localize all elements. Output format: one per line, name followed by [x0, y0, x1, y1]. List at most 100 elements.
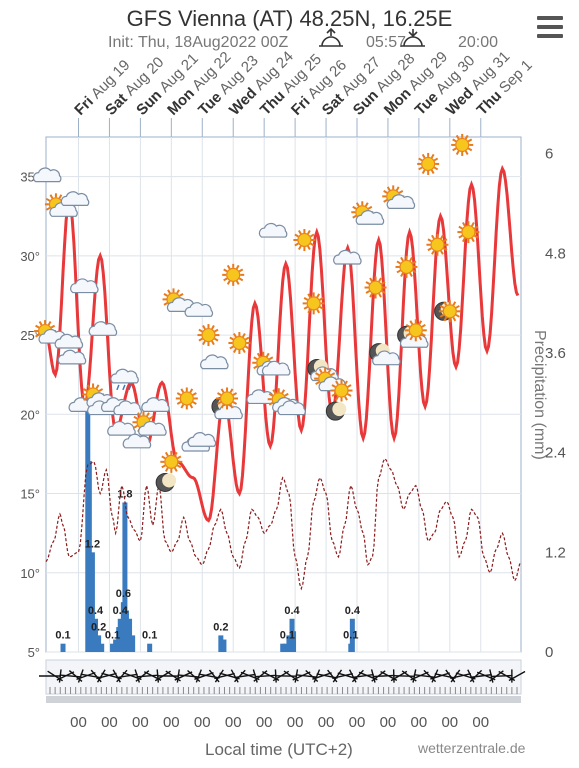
x-tick-label: 00: [132, 714, 149, 731]
wind-arrow: [112, 669, 121, 683]
wind-arrow: [351, 669, 364, 683]
x-tick-label: 00: [349, 714, 366, 731]
precip-label: 0.4: [284, 605, 300, 617]
y-tick-temp: 20°: [20, 407, 40, 422]
y-tick-temp: 10°: [20, 566, 40, 581]
x-axis-label: Local time (UTC+2): [205, 740, 353, 759]
precip-label: 0.1: [105, 630, 120, 642]
sun-icon: [293, 229, 316, 251]
precip-label: 1.2: [85, 538, 100, 550]
wind-arrow: [372, 674, 395, 678]
x-tick-label: 00: [441, 714, 458, 731]
wind-arrow: [508, 670, 526, 682]
precip-label: 0.1: [142, 630, 157, 642]
wind-arrow: [470, 673, 492, 679]
precip-label: 0.1: [343, 630, 358, 642]
sun-cloud-icon: [351, 201, 385, 225]
precip-bar: [291, 631, 297, 652]
wind-arrow: [58, 669, 62, 683]
wind-arrow: [332, 669, 343, 683]
cloud-rain-icon: [110, 368, 139, 391]
credit-link[interactable]: wetterzentrale.de: [418, 740, 526, 756]
precip-label: 0.2: [91, 621, 106, 633]
wind-arrow: [116, 673, 138, 679]
init-time: Init: Thu, 18Aug2022 00Z: [108, 34, 289, 51]
sun-cloud-icon: [382, 185, 416, 209]
precip-label: 1.8: [117, 488, 132, 500]
wind-arrow: [332, 672, 353, 680]
precip-bar: [218, 635, 224, 652]
sunrise-icon: [319, 28, 343, 47]
y-tick-precip: 3.6: [545, 345, 566, 362]
cloud-icon: [141, 397, 170, 412]
precip-bar: [110, 643, 116, 652]
wind-arrow: [413, 674, 436, 678]
moon-icon: [155, 472, 177, 492]
wind-arrow: [254, 674, 277, 678]
wind-arrow: [412, 669, 417, 683]
wind-arrow: [450, 669, 461, 683]
cloud-icon: [187, 432, 217, 447]
menu-icon[interactable]: [537, 16, 563, 38]
precip-bar: [93, 618, 99, 652]
sun-icon: [228, 332, 251, 354]
x-tick-label: 00: [101, 714, 118, 731]
precip-bar: [147, 643, 153, 652]
sun-icon: [364, 276, 387, 299]
wind-arrow: [96, 669, 106, 683]
sun-icon: [417, 152, 440, 175]
wind-arrow: [136, 674, 159, 678]
cloud-icon: [54, 333, 84, 349]
wind-arrow: [234, 669, 246, 683]
cloud-icon: [246, 389, 275, 405]
wind-arrow: [177, 674, 200, 678]
wind-arrow: [467, 669, 475, 683]
wind-arrow: [214, 672, 235, 680]
cloud-icon: [113, 400, 142, 416]
y-tick-precip: 6: [545, 146, 553, 163]
sun-icon: [451, 133, 474, 156]
chart-title: GFS Vienna (AT) 48.25N, 16.25E: [126, 6, 453, 31]
cloud-icon: [122, 433, 152, 449]
moon-icon: [325, 401, 347, 421]
wind-arrow: [450, 673, 472, 679]
wind-arrow: [431, 669, 439, 683]
x-tick-label: 00: [287, 714, 304, 731]
sun-icon: [222, 263, 245, 286]
wind-arrow: [490, 674, 513, 678]
precip-bar: [117, 618, 123, 652]
wind-arrow: [430, 672, 450, 680]
wind-arrow: [195, 669, 202, 683]
precip-bar: [127, 618, 133, 652]
precip-bar: [123, 610, 129, 652]
x-tick-label: 00: [380, 714, 397, 731]
temperature-line: [44, 164, 520, 523]
precip-bar: [99, 643, 105, 652]
sun-icon: [160, 450, 183, 473]
sun-icon: [395, 255, 418, 278]
sun-icon: [197, 324, 220, 347]
cloud-icon: [70, 278, 99, 294]
x-tick-label: 00: [411, 714, 428, 731]
precip-bar: [280, 643, 286, 652]
y-tick-temp: 15°: [20, 487, 40, 502]
sun-icon: [216, 387, 239, 410]
y-tick-temp: 5°: [28, 645, 40, 660]
wind-arrow: [116, 669, 128, 683]
precip-bar: [89, 552, 95, 652]
wind-arrow: [295, 674, 318, 678]
cloud-icon: [57, 349, 87, 365]
sun-icon: [438, 300, 461, 323]
cloud-icon: [88, 321, 118, 336]
wind-arrow: [96, 672, 117, 680]
sunrise-time: 05:57: [366, 34, 407, 51]
x-tick-label: 00: [225, 714, 242, 731]
precip-label: 0.4: [113, 605, 129, 617]
wind-arrow: [234, 673, 256, 679]
dewpoint-line: [45, 457, 522, 591]
sun-cloud-icon: [34, 320, 67, 344]
sun-cloud-icon: [44, 193, 78, 217]
x-tick-label: 00: [70, 714, 87, 731]
cloud-icon: [32, 167, 62, 183]
